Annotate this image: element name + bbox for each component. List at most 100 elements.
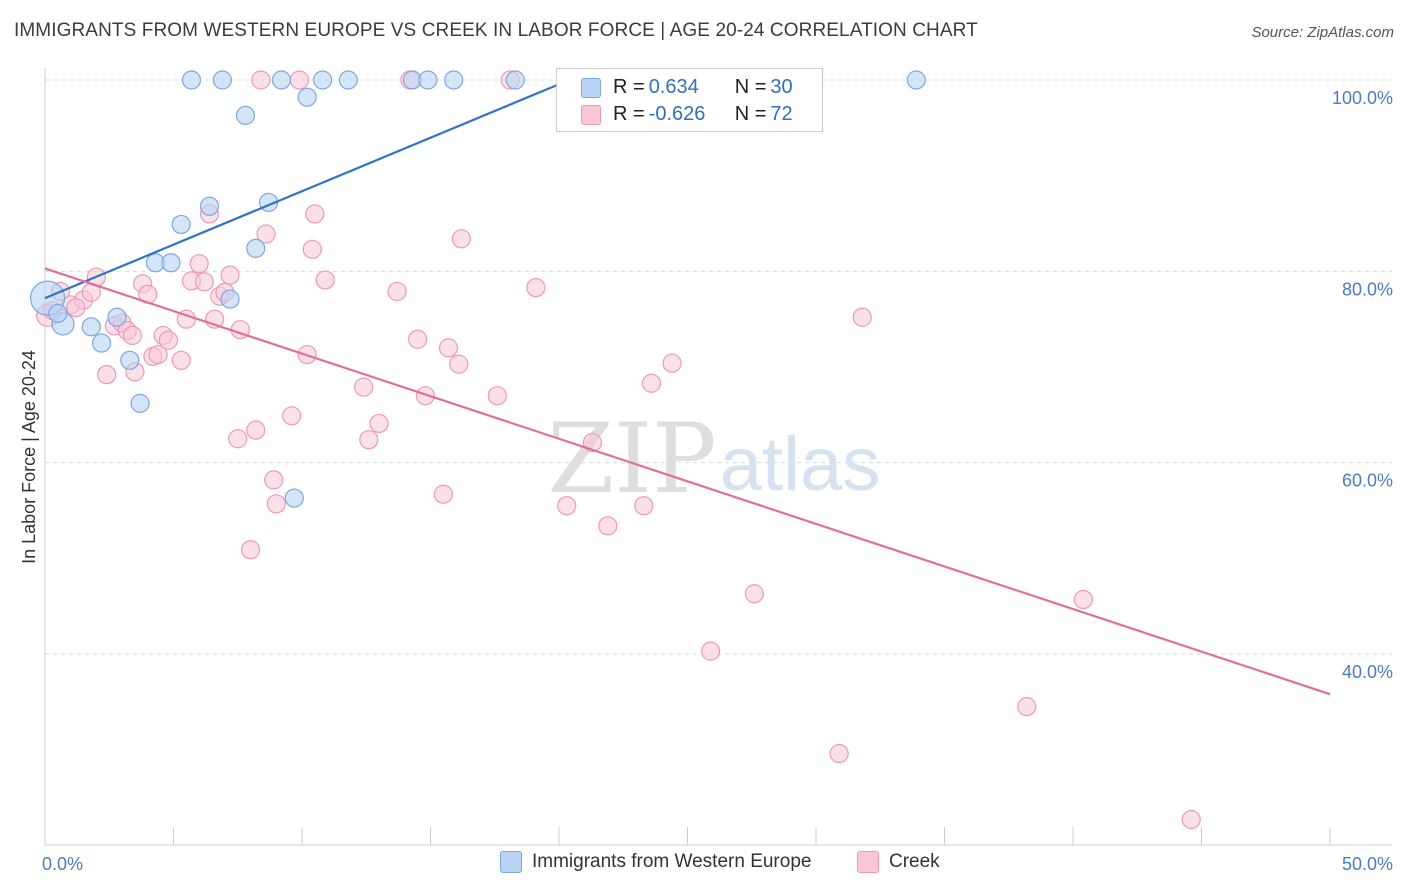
western-europe-point <box>107 307 127 327</box>
creek-point <box>451 229 471 249</box>
western-europe-point <box>161 253 181 273</box>
creek-point <box>634 496 654 516</box>
western-europe-point <box>906 70 926 90</box>
creek-point <box>387 281 407 302</box>
western-europe-point <box>220 289 240 309</box>
creek-point <box>289 70 310 90</box>
trend-lines <box>44 78 1331 696</box>
creek-point <box>246 420 266 440</box>
r-value-blue: 0.634 <box>648 75 699 98</box>
western-europe-point <box>91 333 112 353</box>
western-europe-point <box>235 105 256 125</box>
r-label: R = <box>613 102 645 125</box>
creek-point <box>189 254 209 274</box>
legend-item-western-europe[interactable]: Immigrants from Western Europe <box>500 851 811 873</box>
watermark: ZIP atlas <box>547 403 880 515</box>
western-europe-point <box>130 393 150 413</box>
western-europe-point <box>246 238 266 258</box>
y-tick-label-80: 80.0% <box>1342 279 1393 299</box>
western-europe-point <box>312 70 333 90</box>
western-europe-point <box>338 70 358 90</box>
creek-point <box>266 494 286 514</box>
creek-point <box>582 432 603 453</box>
gridlines <box>45 79 1392 655</box>
tick-labels: 40.0% 60.0% 80.0% 100.0% 0.0% 50.0% <box>42 88 1393 874</box>
creek-point <box>122 325 142 346</box>
creek-point <box>415 386 435 406</box>
creek-point <box>220 265 240 285</box>
creek-point <box>256 224 276 244</box>
creek-point <box>251 70 271 90</box>
chart-title: IMMIGRANTS FROM WESTERN EUROPE VS CREEK … <box>14 20 978 41</box>
creek-point <box>97 365 117 385</box>
creek-point <box>354 377 374 397</box>
y-axis-label: In Labor Force | Age 20-24 <box>19 350 39 564</box>
creek-point <box>557 496 577 516</box>
western-europe-point <box>297 87 317 107</box>
legend-swatch-blue <box>500 851 522 873</box>
creek-point <box>408 329 428 349</box>
series-legend: Immigrants from Western Europe Creek <box>0 851 1406 877</box>
western-europe-point <box>199 196 220 216</box>
creek-point <box>66 298 86 318</box>
creek-point <box>852 307 872 327</box>
western-europe-point <box>120 350 140 370</box>
legend-swatch-pink <box>857 851 879 873</box>
watermark-zip: ZIP <box>547 403 716 515</box>
x-tick-label-50: 50.0% <box>1342 854 1393 874</box>
stats-legend-row-pink: R = -0.626 N = 72 <box>581 101 793 127</box>
creek-point <box>158 330 178 350</box>
creek-point <box>641 373 662 393</box>
creek-point <box>305 204 325 224</box>
western-europe-point <box>284 488 304 508</box>
creek-point <box>487 386 507 406</box>
axes <box>44 68 1392 846</box>
creek-point <box>701 641 721 661</box>
western-europe-point <box>212 70 232 90</box>
creek-point <box>744 584 764 604</box>
n-label: N = <box>734 75 767 98</box>
source-label: Source: ZipAtlas.com <box>1251 24 1394 41</box>
western-europe-point <box>181 70 202 90</box>
creek-point <box>302 239 322 259</box>
creek-point <box>282 406 302 426</box>
legend-label-western-europe: Immigrants from Western Europe <box>532 851 812 872</box>
r-value-pink: -0.626 <box>648 102 706 125</box>
creek-point <box>241 540 261 560</box>
creek-point <box>315 270 335 290</box>
western-europe-point <box>271 70 292 90</box>
creek-point <box>1073 589 1093 610</box>
stats-legend-row-blue: R = 0.634 N = 30 <box>581 74 793 100</box>
western-europe-trend-line <box>44 78 570 300</box>
legend-item-creek[interactable]: Creek <box>857 851 940 873</box>
creek-point <box>662 353 682 373</box>
y-tick-label-60: 60.0% <box>1342 471 1393 491</box>
western-europe-point <box>81 317 101 337</box>
creek-point <box>228 429 248 449</box>
creek-point <box>264 470 284 490</box>
western-europe-point <box>171 214 191 235</box>
western-europe-point <box>418 70 438 90</box>
creek-point <box>433 484 453 504</box>
y-tick-label-40: 40.0% <box>1342 662 1393 682</box>
n-label: N = <box>734 102 767 125</box>
western-europe-point <box>444 70 464 90</box>
creek-point <box>829 743 849 764</box>
r-label: R = <box>613 75 645 98</box>
pink-swatch <box>581 105 601 125</box>
n-value-pink: 72 <box>770 102 793 125</box>
creek-point <box>526 277 546 298</box>
creek-trend-line <box>44 267 1331 696</box>
creek-point <box>1017 697 1037 717</box>
creek-point <box>369 413 389 434</box>
creek-point <box>449 354 469 374</box>
blue-swatch <box>581 78 601 98</box>
western-europe-point <box>48 303 68 324</box>
creek-point <box>194 272 214 292</box>
stats-legend: R = 0.634 N = 30 R = -0.626 N = 72 <box>556 68 823 132</box>
creek-point <box>148 344 168 365</box>
y-tick-label-100: 100.0% <box>1332 88 1393 108</box>
x-tick-label-0: 0.0% <box>42 854 83 874</box>
creek-point <box>171 350 191 370</box>
watermark-atlas: atlas <box>720 422 881 507</box>
